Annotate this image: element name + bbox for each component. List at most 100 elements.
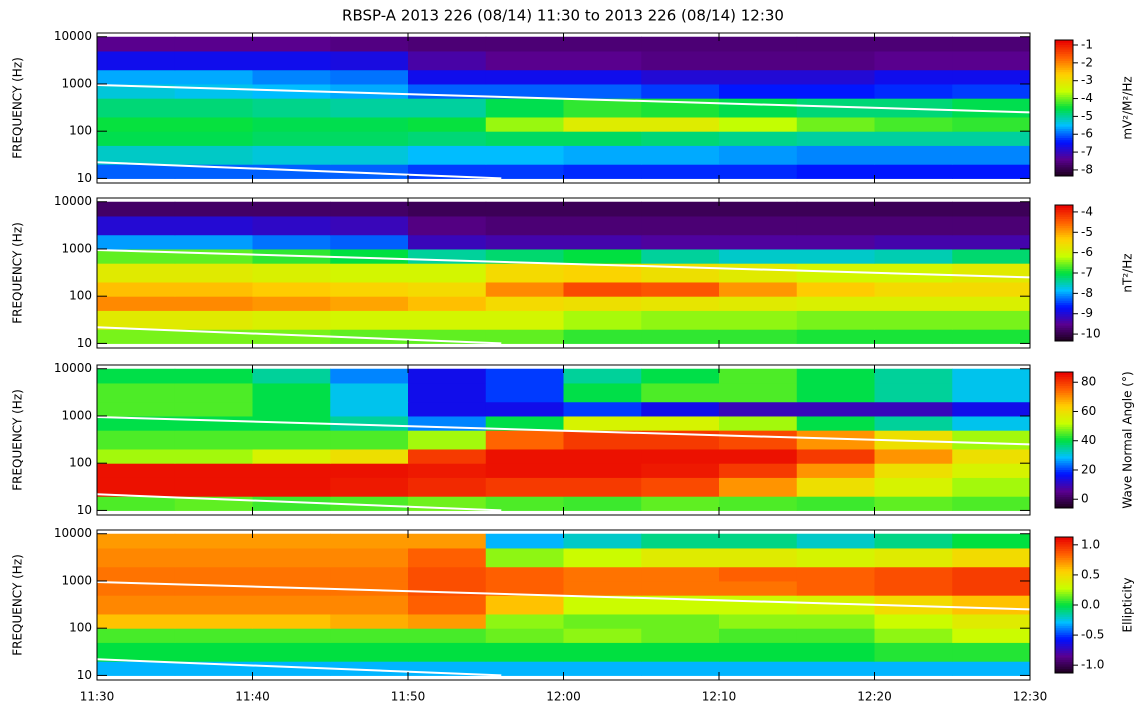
heatmap-cell [641, 548, 719, 567]
x-tick-label: 12:20 [857, 690, 892, 704]
heatmap-cell [641, 131, 719, 146]
heatmap-cell [330, 235, 408, 250]
heatmap-cell [97, 70, 175, 85]
colorbar-tick-label: 80 [1081, 375, 1096, 389]
heatmap-cell [719, 369, 797, 384]
heatmap-cell [875, 249, 953, 264]
heatmap-cell [952, 534, 1030, 549]
heatmap-cell [641, 117, 719, 132]
x-tick-label: 12:00 [546, 690, 581, 704]
heatmap-cell [875, 329, 953, 344]
heatmap-cell [641, 383, 719, 402]
heatmap-cell [952, 628, 1030, 643]
heatmap-cell [641, 145, 719, 164]
heatmap-cell [875, 477, 953, 496]
heatmap-cell [330, 614, 408, 629]
heatmap-cell [875, 145, 953, 164]
heatmap-cell [719, 329, 797, 344]
heatmap-cell [486, 98, 564, 117]
heatmap-cell [175, 98, 253, 117]
heatmap-cell [641, 70, 719, 85]
heatmap-cell [564, 369, 642, 384]
heatmap-cell [564, 164, 642, 179]
heatmap-cell [564, 628, 642, 643]
heatmap-cell [330, 117, 408, 132]
heatmap-cell [875, 383, 953, 402]
heatmap-cell [408, 595, 486, 614]
heatmap-cell [175, 37, 253, 52]
y-tick-label: 100 [69, 124, 92, 138]
heatmap-cell [253, 37, 331, 52]
colorbar-tick-label: -4 [1081, 91, 1093, 105]
heatmap-cell [253, 145, 331, 164]
heatmap-cell [564, 477, 642, 496]
heatmap-cell [97, 628, 175, 643]
heatmap-cell [564, 145, 642, 164]
heatmap-cell [952, 296, 1030, 311]
heatmap-cell [719, 263, 797, 282]
heatmap-cell [952, 37, 1030, 52]
heatmap-cell [797, 84, 875, 99]
heatmap-cell [330, 430, 408, 449]
colorbar-tick-label: -5 [1081, 109, 1093, 123]
heatmap-cell [564, 449, 642, 464]
heatmap-cell [641, 51, 719, 70]
heatmap-cell [641, 496, 719, 511]
heatmap-cell [564, 496, 642, 511]
heatmap-cell [408, 383, 486, 402]
y-tick-label: 10000 [54, 29, 92, 43]
x-tick-label: 12:30 [1013, 690, 1048, 704]
heatmap-cell [97, 131, 175, 146]
heatmap-cell [564, 84, 642, 99]
heatmap-cell [97, 661, 175, 676]
heatmap-cell [330, 534, 408, 549]
heatmap-cell [486, 614, 564, 629]
heatmap-cell [330, 402, 408, 417]
heatmap-cell [408, 296, 486, 311]
heatmap-cell [175, 70, 253, 85]
colorbar-tick-label: 0 [1081, 492, 1089, 506]
heatmap-cell [175, 202, 253, 217]
heatmap-cell [97, 37, 175, 52]
heatmap-cell [253, 628, 331, 643]
colorbar-tick-label: -2 [1081, 55, 1093, 69]
heatmap-cell [486, 117, 564, 132]
heatmap-cell [97, 567, 175, 582]
heatmap-cell [253, 282, 331, 297]
heatmap-cell [952, 145, 1030, 164]
heatmap-cell [641, 661, 719, 676]
heatmap-cell [175, 642, 253, 661]
heatmap-cell [330, 131, 408, 146]
heatmap-cell [797, 131, 875, 146]
heatmap-cell [97, 98, 175, 117]
y-tick-label: 1000 [61, 76, 92, 90]
y-tick-label: 10000 [54, 361, 92, 375]
heatmap-cell [175, 567, 253, 582]
heatmap-cell [875, 661, 953, 676]
heatmap-cell [797, 117, 875, 132]
colorbar-tick-label: -0.5 [1081, 628, 1104, 642]
heatmap-cell [408, 98, 486, 117]
heatmap-cell [564, 534, 642, 549]
heatmap-cell [797, 383, 875, 402]
heatmap-cell [330, 145, 408, 164]
heatmap-cell [486, 164, 564, 179]
heatmap-cell [564, 249, 642, 264]
heatmap-cell [97, 329, 175, 344]
heatmap-cell [253, 614, 331, 629]
heatmap-cell [952, 282, 1030, 297]
heatmap-cell [719, 145, 797, 164]
heatmap-cell [408, 263, 486, 282]
heatmap-cell [564, 416, 642, 431]
heatmap-cell [330, 548, 408, 567]
heatmap-cell [175, 595, 253, 614]
heatmap-cell [875, 131, 953, 146]
heatmap-cell [330, 628, 408, 643]
heatmap-cell [486, 310, 564, 329]
heatmap-cell [486, 383, 564, 402]
heatmap-cell [486, 369, 564, 384]
colorbar-tick-label: 40 [1081, 433, 1096, 447]
y-tick-label: 100 [69, 289, 92, 303]
heatmap-cell [641, 329, 719, 344]
heatmap-cell [952, 164, 1030, 179]
